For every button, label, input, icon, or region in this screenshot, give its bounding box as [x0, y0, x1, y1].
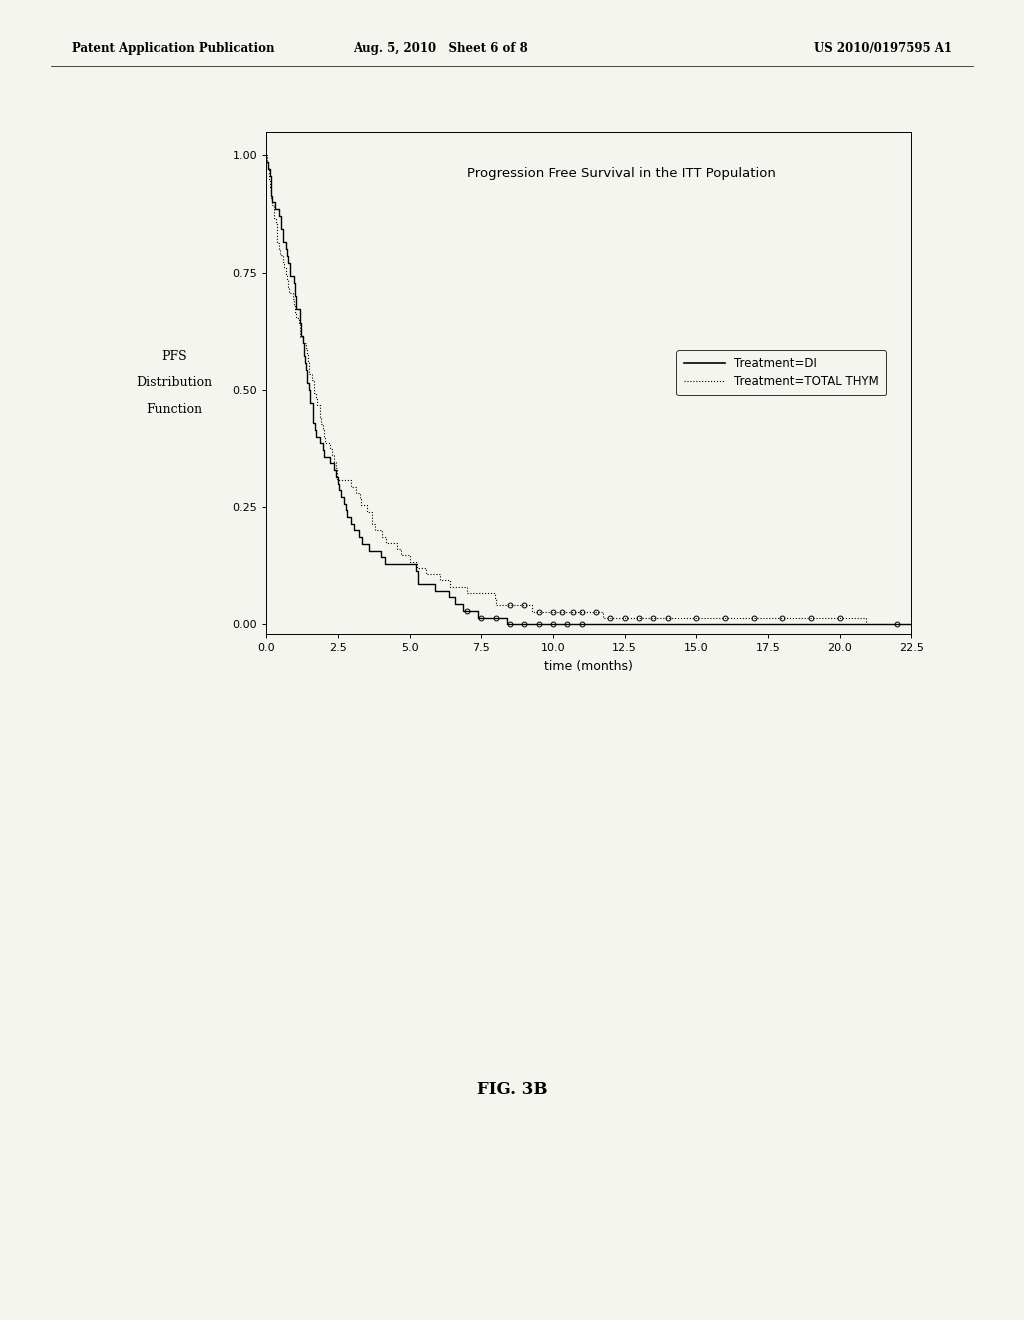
Text: Patent Application Publication: Patent Application Publication: [72, 42, 274, 55]
Treatment=DI: [324, 455, 336, 471]
Treatment=TOTAL THYM: [328, 454, 340, 470]
Treatment=TOTAL THYM: [280, 267, 292, 282]
Treatment=TOTAL THYM: [270, 216, 283, 232]
X-axis label: time (months): time (months): [545, 660, 633, 673]
Treatment=DI: [905, 616, 918, 632]
Text: FIG. 3B: FIG. 3B: [477, 1081, 547, 1097]
Treatment=DI: [501, 616, 513, 632]
Treatment=TOTAL THYM: [260, 148, 272, 164]
Treatment=DI: [412, 562, 424, 578]
Text: Progression Free Survival in the ITT Population: Progression Free Survival in the ITT Pop…: [467, 168, 775, 180]
Treatment=DI: [290, 288, 302, 304]
Treatment=DI: [318, 442, 331, 458]
Treatment=TOTAL THYM: [859, 616, 871, 632]
Treatment=TOTAL THYM: [263, 160, 275, 176]
Treatment=DI: [304, 395, 316, 411]
Treatment=DI: [301, 375, 313, 391]
Treatment=TOTAL THYM: [331, 461, 343, 477]
Text: US 2010/0197595 A1: US 2010/0197595 A1: [814, 42, 952, 55]
Text: PFS: PFS: [161, 350, 187, 363]
Legend: Treatment=DI, Treatment=TOTAL THYM: Treatment=DI, Treatment=TOTAL THYM: [677, 350, 886, 395]
Text: Aug. 5, 2010   Sheet 6 of 8: Aug. 5, 2010 Sheet 6 of 8: [353, 42, 527, 55]
Line: Treatment=DI: Treatment=DI: [266, 156, 911, 624]
Line: Treatment=TOTAL THYM: Treatment=TOTAL THYM: [266, 156, 911, 624]
Text: Function: Function: [146, 403, 202, 416]
Text: Distribution: Distribution: [136, 376, 212, 389]
Treatment=TOTAL THYM: [905, 616, 918, 632]
Treatment=TOTAL THYM: [290, 310, 302, 326]
Treatment=DI: [260, 148, 272, 164]
